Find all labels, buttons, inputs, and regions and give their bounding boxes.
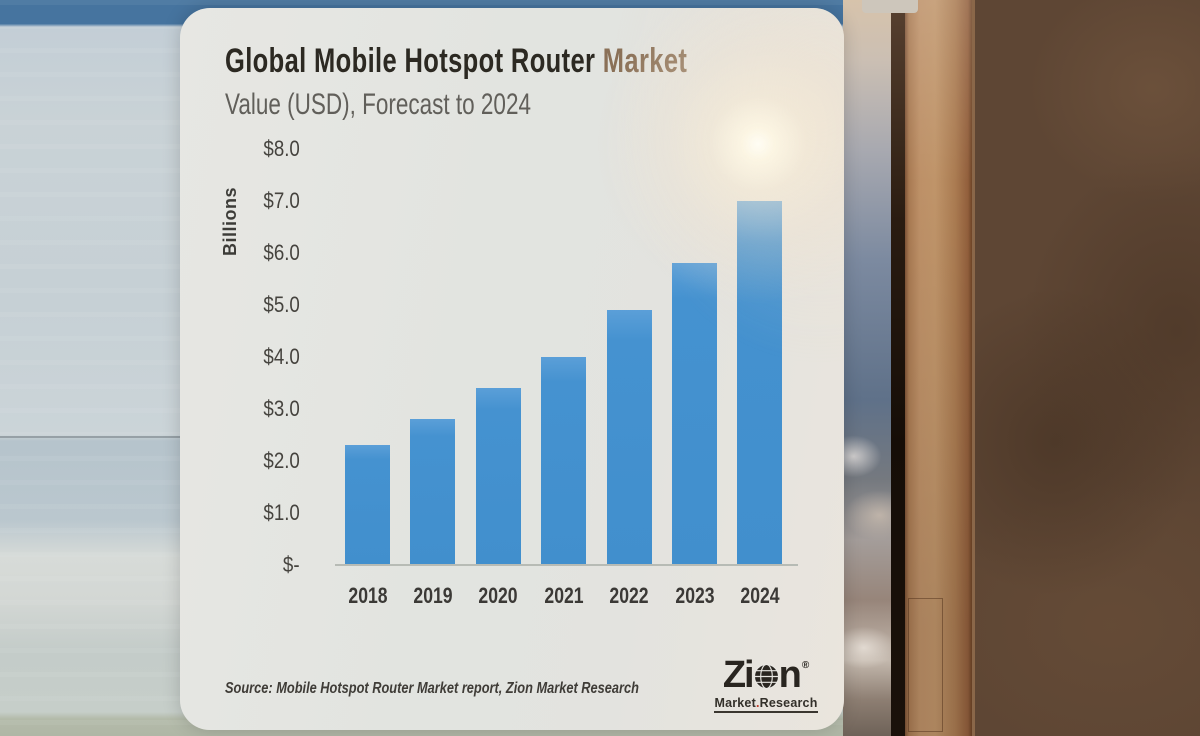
y-axis-ticks: $8.0 $7.0 $6.0 $5.0 $4.0 $3.0 $2.0 $1.0 $- bbox=[220, 136, 300, 577]
x-label-2019: 2019 bbox=[413, 583, 453, 608]
zion-logo-tagline: Market.Research bbox=[714, 696, 818, 713]
source-note: Source: Mobile Hotspot Router Market rep… bbox=[225, 680, 639, 697]
logo-letter-z: Z bbox=[722, 654, 746, 696]
chart-title: Global Mobile Hotspot Router Market bbox=[225, 42, 841, 81]
chart-title-accent: Market bbox=[602, 42, 688, 80]
plot-area bbox=[335, 149, 798, 566]
bar-2019 bbox=[410, 419, 456, 565]
monitor-frame bbox=[905, 0, 972, 736]
background-cloud-sky bbox=[843, 0, 895, 736]
chart-title-main: Global Mobile Hotspot Router bbox=[225, 42, 596, 80]
wall-background bbox=[972, 0, 1200, 736]
frame-sticker-outline bbox=[908, 598, 943, 732]
y-tick-5: $5.0 bbox=[263, 292, 300, 317]
y-tick-1: $1.0 bbox=[263, 500, 300, 525]
bar-2022 bbox=[606, 310, 652, 565]
y-tick-0: $- bbox=[283, 552, 300, 577]
registered-mark: ® bbox=[801, 660, 810, 671]
y-tick-4: $4.0 bbox=[263, 344, 300, 369]
y-tick-6: $6.0 bbox=[263, 240, 300, 265]
x-label-2022: 2022 bbox=[609, 583, 649, 608]
x-label-2023: 2023 bbox=[674, 583, 715, 608]
chart-subtitle: Value (USD), Forecast to 2024 bbox=[225, 88, 531, 121]
y-tick-8: $8.0 bbox=[263, 136, 300, 161]
logo-letter-i: i bbox=[744, 654, 754, 696]
chart-card: Global Mobile Hotspot Router Market Valu… bbox=[180, 8, 844, 730]
bar-2018 bbox=[345, 445, 390, 565]
y-tick-3: $3.0 bbox=[263, 396, 300, 421]
x-label-2018: 2018 bbox=[347, 583, 388, 608]
bar-2020 bbox=[475, 388, 521, 565]
bar-2024 bbox=[737, 201, 783, 565]
globe-icon bbox=[753, 663, 779, 690]
bar-2021 bbox=[541, 357, 587, 565]
tagline-market: Market bbox=[714, 696, 756, 710]
y-tick-2: $2.0 bbox=[263, 448, 300, 473]
x-label-2021: 2021 bbox=[544, 583, 584, 608]
bar-2023 bbox=[672, 263, 717, 565]
x-axis-labels: 2018 2019 2020 2021 2022 2023 2024 bbox=[340, 583, 795, 615]
x-label-2024: 2024 bbox=[740, 583, 780, 608]
monitor-top-tab bbox=[862, 0, 918, 13]
tagline-research: Research bbox=[759, 696, 818, 710]
y-tick-7: $7.0 bbox=[263, 188, 300, 213]
logo-letter-n: n bbox=[778, 654, 802, 696]
x-label-2020: 2020 bbox=[478, 583, 518, 608]
monitor-edge-shadow bbox=[891, 0, 905, 736]
